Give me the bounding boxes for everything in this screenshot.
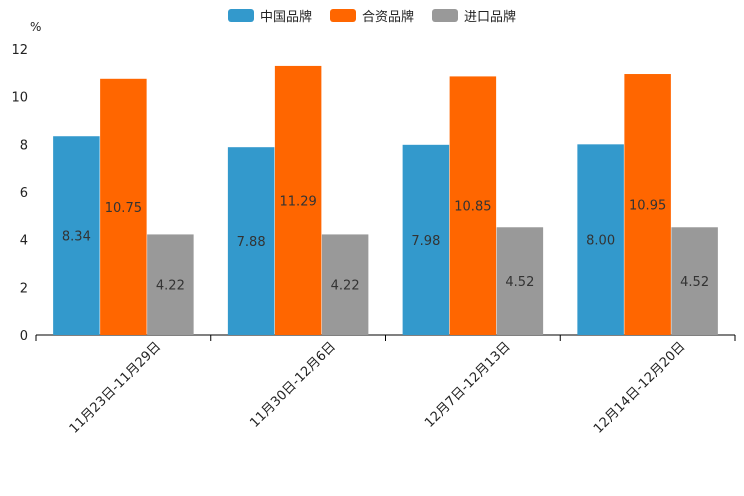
x-tick-label: 12月14日-12月20日 <box>591 339 688 436</box>
data-label: 10.85 <box>454 200 491 215</box>
y-tick-label: 0 <box>20 329 28 344</box>
data-label: 4.22 <box>331 279 360 294</box>
legend-swatch-china <box>227 9 254 22</box>
bar-3-4 <box>671 227 718 335</box>
data-label: 7.98 <box>411 234 440 249</box>
bar-3-3 <box>496 227 544 335</box>
bar-2-4 <box>624 74 671 336</box>
legend-label-joint-venture: 合资品牌 <box>361 10 414 25</box>
y-tick-label: 2 <box>20 281 28 296</box>
data-label: 4.22 <box>156 279 185 294</box>
legend-swatch-joint-venture <box>329 9 356 22</box>
bar-1-2 <box>227 147 275 335</box>
y-tick-label: 6 <box>20 186 28 201</box>
bar-1-3 <box>402 144 450 335</box>
legend-item-imported[interactable]: 进口品牌 <box>432 6 516 25</box>
legend-label-china: 中国品牌 <box>259 10 312 25</box>
x-tick-label: 11月30日-12月6日 <box>247 339 339 431</box>
data-label: 8.34 <box>62 230 91 245</box>
data-label: 11.29 <box>280 194 317 209</box>
data-label: 4.52 <box>505 275 534 290</box>
bar-3-2 <box>321 234 369 335</box>
y-tick-label: 8 <box>20 138 28 153</box>
bar-2-3 <box>449 76 497 336</box>
y-tick-label: 4 <box>20 234 28 249</box>
legend-swatch-imported <box>432 9 458 22</box>
data-label: 8.00 <box>586 234 615 249</box>
bar-1-1 <box>53 136 100 335</box>
y-tick-label: 12 <box>11 43 28 58</box>
legend: 中国品牌 合资品牌 进口品牌 <box>0 6 744 25</box>
legend-item-china[interactable]: 中国品牌 <box>227 6 312 25</box>
y-axis-unit: % <box>30 20 42 34</box>
x-tick-label: 11月23日-11月29日 <box>67 339 164 436</box>
data-label: 10.75 <box>105 201 142 216</box>
legend-item-joint-venture[interactable]: 合资品牌 <box>329 6 414 25</box>
bar-2-1 <box>100 78 147 336</box>
bar-2-2 <box>274 65 322 336</box>
bar-3-1 <box>147 234 194 335</box>
data-label: 7.88 <box>237 235 266 250</box>
legend-label-imported: 进口品牌 <box>464 10 517 25</box>
y-tick-label: 10 <box>11 91 28 106</box>
data-label: 4.52 <box>680 275 709 290</box>
data-label: 10.95 <box>629 199 666 214</box>
x-tick-label: 12月7日-12月13日 <box>422 339 514 431</box>
bar-1-4 <box>577 144 624 335</box>
